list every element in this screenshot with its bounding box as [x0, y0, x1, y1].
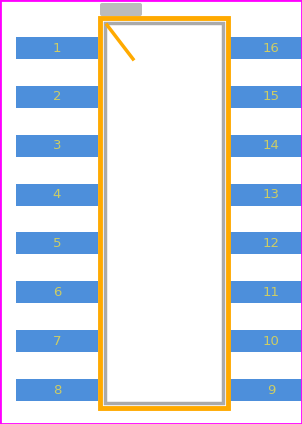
Bar — [230, 281, 302, 303]
Bar — [105, 23, 223, 403]
Text: 14: 14 — [262, 139, 279, 152]
Text: 8: 8 — [53, 383, 61, 396]
Bar — [230, 135, 302, 157]
Text: 6: 6 — [53, 286, 61, 299]
Bar — [230, 37, 302, 59]
Bar — [16, 232, 98, 254]
Bar — [230, 184, 302, 206]
Text: 12: 12 — [262, 237, 279, 250]
Bar — [16, 379, 98, 401]
Text: 1: 1 — [53, 42, 61, 55]
Text: 3: 3 — [53, 139, 61, 152]
Bar — [16, 37, 98, 59]
Text: 2: 2 — [53, 90, 61, 103]
Bar — [16, 135, 98, 157]
Bar — [16, 330, 98, 352]
Bar — [16, 184, 98, 206]
Text: 11: 11 — [262, 286, 279, 299]
Bar — [230, 330, 302, 352]
Bar — [100, 18, 228, 408]
Bar — [230, 379, 302, 401]
Text: 5: 5 — [53, 237, 61, 250]
Text: 9: 9 — [267, 383, 275, 396]
FancyBboxPatch shape — [100, 3, 142, 16]
Text: 4: 4 — [53, 188, 61, 201]
Text: 13: 13 — [262, 188, 279, 201]
Bar — [16, 281, 98, 303]
Text: 16: 16 — [262, 42, 279, 55]
Text: 10: 10 — [262, 335, 279, 348]
Bar — [16, 86, 98, 108]
Text: 7: 7 — [53, 335, 61, 348]
Bar — [230, 232, 302, 254]
Text: 15: 15 — [262, 90, 279, 103]
Bar — [230, 86, 302, 108]
